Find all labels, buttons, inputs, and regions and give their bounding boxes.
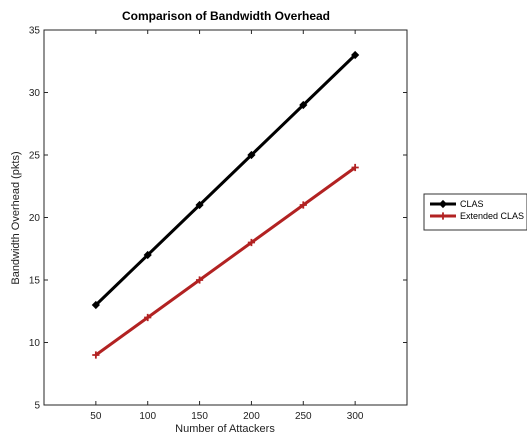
y-tick-label: 25 (29, 151, 41, 162)
x-axis-label: Number of Attackers (175, 423, 275, 434)
data-point (195, 276, 204, 284)
data-point (195, 200, 204, 210)
y-tick-label: 35 (29, 26, 41, 37)
axis-ticks: 50 100 150 200 250 300 5 10 15 20 25 30 35 (29, 26, 407, 422)
data-point (351, 50, 360, 60)
data-point (91, 300, 100, 310)
x-tick-label: 150 (191, 411, 208, 422)
x-tick-label: 50 (90, 411, 102, 422)
data-point (247, 238, 256, 247)
series-1 (91, 50, 360, 310)
y-axis-label: Bandwidth Overhead (pkts) (10, 151, 22, 284)
data-point (144, 313, 152, 322)
y-tick-label: 5 (34, 401, 40, 412)
data-point (247, 150, 256, 160)
series-line (94, 166, 357, 357)
legend-box (423, 193, 527, 231)
series-layer (91, 50, 360, 359)
data-point (92, 351, 100, 359)
chart-title: Comparison of Bandwidth Overhead (122, 9, 330, 23)
y-tick-label: 15 (29, 276, 41, 287)
x-tick-label: 300 (347, 411, 364, 422)
data-point (143, 250, 152, 260)
x-tick-label: 200 (243, 411, 260, 422)
series-line (94, 53, 357, 307)
data-point (351, 163, 359, 172)
legend-label: Extended CLAS (460, 211, 524, 221)
y-tick-label: 30 (29, 88, 41, 99)
y-tick-label: 20 (29, 213, 41, 224)
legend: CLAS Extended CLAS (423, 193, 527, 231)
series-2 (92, 163, 359, 359)
y-tick-label: 10 (29, 338, 41, 349)
data-point (299, 201, 307, 209)
plot-frame (43, 29, 408, 406)
legend-label: CLAS (460, 199, 484, 209)
data-point (299, 100, 308, 110)
legend-marker (438, 199, 448, 209)
x-tick-label: 250 (295, 411, 312, 422)
legend-marker (439, 212, 447, 220)
x-tick-label: 100 (139, 411, 156, 422)
